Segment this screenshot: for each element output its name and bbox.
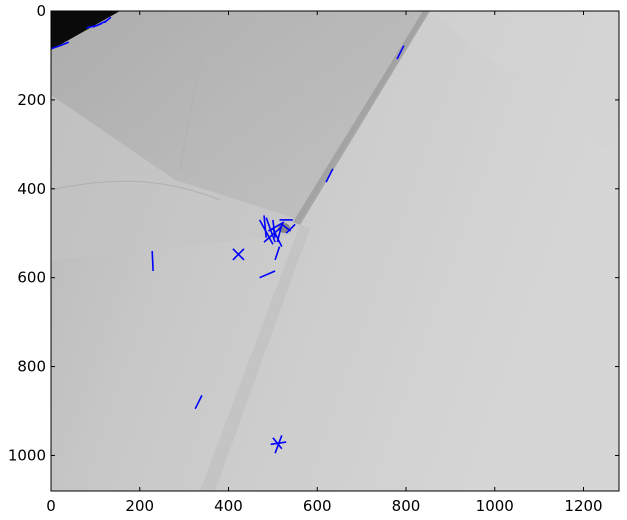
marker-segment-23 bbox=[274, 246, 281, 261]
y-axis: 0 200 400 600 800 1000 bbox=[8, 2, 619, 464]
marker-segment-16 bbox=[263, 225, 283, 243]
image-band bbox=[200, 225, 310, 491]
x-tick-label: 200 bbox=[125, 497, 154, 515]
image-background bbox=[51, 11, 619, 491]
marker-segment-19 bbox=[276, 224, 283, 243]
x-tick-label: 0 bbox=[46, 497, 56, 515]
marker-segment-11 bbox=[259, 270, 276, 279]
x-tick-label: 600 bbox=[303, 497, 332, 515]
y-tick-label: 400 bbox=[17, 180, 46, 198]
marker-segment-24 bbox=[194, 395, 203, 410]
image-black-corner bbox=[51, 11, 120, 50]
marker-layer bbox=[51, 16, 405, 454]
marker-segment-15 bbox=[272, 219, 276, 238]
marker-segment-1 bbox=[59, 41, 70, 47]
image-mid-region bbox=[51, 95, 300, 260]
x-axis: 0 200 400 600 800 1000 1200 bbox=[46, 11, 603, 515]
marker-segment-17 bbox=[268, 221, 285, 232]
marker-segment-7 bbox=[325, 168, 334, 183]
marker-segment-5 bbox=[103, 16, 112, 24]
marker-segment-6 bbox=[396, 45, 405, 60]
marker-segment-12 bbox=[263, 215, 267, 238]
y-tick-label: 1000 bbox=[8, 446, 46, 464]
plot-frame bbox=[50, 10, 620, 492]
y-tick-label: 200 bbox=[17, 91, 46, 109]
y-tick-label: 0 bbox=[36, 2, 46, 20]
marker-segment-18 bbox=[272, 228, 283, 247]
marker-segment-8 bbox=[151, 250, 154, 272]
x-tick-label: 400 bbox=[214, 497, 243, 515]
y-tick-label: 800 bbox=[17, 358, 46, 376]
image-crease-2 bbox=[179, 14, 211, 171]
x-tick-label: 800 bbox=[392, 497, 421, 515]
image-dark-region bbox=[51, 11, 428, 220]
image-crease bbox=[51, 180, 221, 201]
marker-segment-10 bbox=[232, 248, 245, 261]
marker-segment-27 bbox=[272, 437, 283, 450]
x-tick-label: 1000 bbox=[476, 497, 514, 515]
marker-segment-0 bbox=[51, 44, 61, 50]
image-ridge bbox=[293, 11, 430, 225]
image-light-region bbox=[51, 11, 619, 160]
x-tick-label: 1200 bbox=[564, 497, 602, 515]
y-tick-label: 600 bbox=[17, 269, 46, 287]
marker-segment-22 bbox=[285, 223, 296, 234]
marker-segment-13 bbox=[258, 219, 274, 245]
